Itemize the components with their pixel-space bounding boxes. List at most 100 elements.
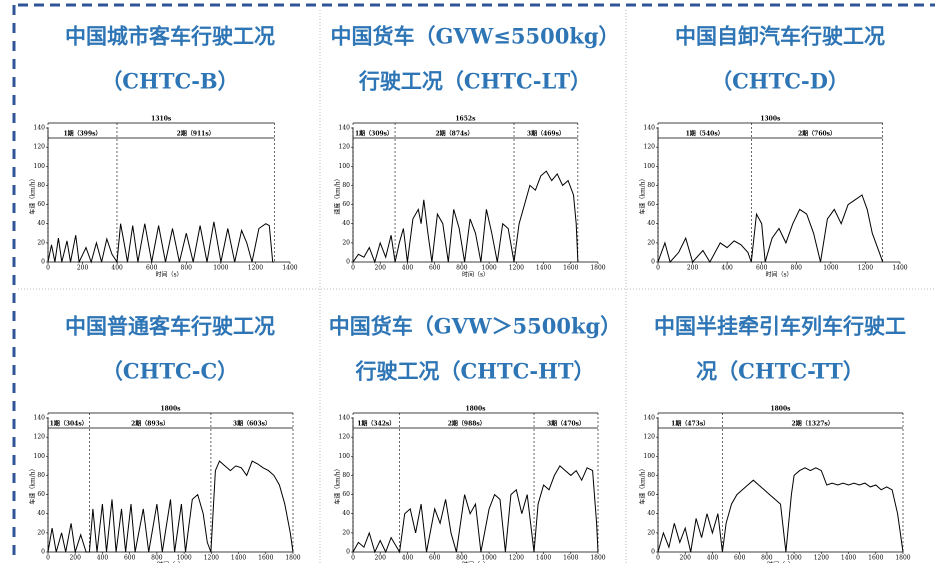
y-tick-label: 40	[37, 220, 45, 227]
phase-label: 3期（469s）	[527, 130, 565, 138]
x-tick-label: 600	[429, 265, 441, 272]
x-tick-label: 1200	[814, 555, 829, 562]
x-tick-label: 0	[46, 265, 50, 272]
x-tick-label: 600	[146, 265, 158, 272]
y-tick-label: 20	[342, 239, 350, 246]
x-tick-label: 1200	[248, 265, 263, 272]
x-tick-label: 200	[374, 555, 386, 562]
x-tick-label: 1400	[231, 555, 246, 562]
y-tick-label: 60	[647, 491, 655, 498]
x-tick-label: 1200	[858, 265, 873, 272]
x-tick-label: 400	[97, 555, 109, 562]
x-tick-label: 600	[429, 555, 441, 562]
y-tick-label: 120	[34, 144, 46, 151]
phase-label: 2期（893s）	[131, 420, 169, 428]
y-tick-label: 0	[41, 549, 45, 556]
y-tick-label: 40	[37, 510, 45, 517]
x-tick-label: 1200	[204, 555, 219, 562]
chart-title: 中国自卸汽车行驶工况	[675, 24, 885, 49]
x-tick-label: 600	[734, 555, 746, 562]
x-tick-label: 1400	[282, 265, 297, 272]
y-tick-label: 20	[37, 529, 45, 536]
x-tick-label: 400	[402, 555, 414, 562]
x-tick-label: 1600	[563, 555, 578, 562]
x-tick-label: 800	[456, 555, 468, 562]
y-tick-label: 80	[647, 182, 655, 189]
x-tick-label: 1000	[481, 555, 496, 562]
y-tick-label: 0	[41, 259, 45, 266]
duration-label: 1800s	[160, 406, 181, 413]
y-tick-label: 140	[644, 415, 656, 422]
y-axis-title: 车速（km/h）	[29, 175, 37, 214]
y-tick-label: 120	[644, 434, 656, 441]
y-tick-label: 120	[34, 434, 46, 441]
y-tick-label: 100	[339, 163, 351, 170]
x-tick-label: 0	[351, 265, 355, 272]
y-tick-label: 80	[37, 182, 45, 189]
x-tick-label: 1000	[213, 265, 228, 272]
x-tick-label: 600	[124, 555, 136, 562]
x-tick-label: 1800	[590, 555, 605, 562]
y-tick-label: 140	[339, 125, 351, 132]
x-tick-label: 400	[402, 265, 414, 272]
chart-title: 中国普通客车行驶工况	[65, 314, 275, 339]
y-tick-label: 40	[342, 220, 350, 227]
phase-label: 2期（1327s）	[792, 420, 834, 428]
y-tick-label: 40	[647, 220, 655, 227]
x-tick-label: 1000	[823, 265, 838, 272]
y-tick-label: 80	[342, 182, 350, 189]
x-tick-label: 1800	[285, 555, 300, 562]
phase-label: 2期（760s）	[798, 130, 836, 138]
speed-line	[47, 221, 275, 264]
x-tick-label: 400	[111, 265, 123, 272]
x-axis-title: 时间（s）	[155, 271, 182, 279]
chart-title: 行驶工况（CHTC-LT）	[358, 69, 591, 94]
x-tick-label: 0	[46, 555, 50, 562]
x-tick-label: 1600	[563, 265, 578, 272]
y-tick-label: 20	[647, 239, 655, 246]
phase-label: 1期（399s）	[63, 130, 101, 138]
phase-label: 1期（540s）	[686, 130, 724, 138]
y-tick-label: 100	[34, 453, 46, 460]
x-tick-label: 800	[791, 265, 803, 272]
chart-title: 中国货车（GVW≤5500kg）	[330, 24, 619, 49]
y-tick-label: 60	[342, 491, 350, 498]
y-axis-title: 车速（km/h）	[29, 465, 37, 504]
y-tick-label: 120	[339, 144, 351, 151]
x-tick-label: 1400	[892, 265, 907, 272]
y-tick-label: 100	[644, 453, 656, 460]
speed-line	[352, 170, 579, 264]
x-tick-label: 1000	[481, 265, 496, 272]
chart-title: 中国半挂牵引车列车行驶工	[654, 314, 906, 339]
y-tick-label: 40	[342, 510, 350, 517]
phase-label: 1期（309s）	[355, 130, 393, 138]
y-tick-label: 120	[339, 434, 351, 441]
x-tick-label: 800	[151, 555, 163, 562]
y-tick-label: 60	[647, 201, 655, 208]
x-tick-label: 1200	[509, 265, 524, 272]
x-tick-label: 0	[656, 265, 660, 272]
x-tick-label: 1000	[786, 555, 801, 562]
phase-label: 1期（342s）	[357, 420, 395, 428]
x-tick-label: 200	[69, 555, 81, 562]
y-tick-label: 140	[339, 415, 351, 422]
y-tick-label: 80	[342, 472, 350, 479]
x-tick-label: 1000	[176, 555, 191, 562]
x-tick-label: 400	[707, 555, 719, 562]
chart-title: 行驶工况（CHTC-HT）	[354, 359, 594, 384]
x-tick-label: 1600	[868, 555, 883, 562]
y-tick-label: 0	[651, 549, 655, 556]
y-tick-label: 60	[342, 201, 350, 208]
x-tick-label: 600	[756, 265, 768, 272]
x-tick-label: 200	[679, 555, 691, 562]
x-tick-label: 1400	[536, 265, 551, 272]
x-axis-title: 时间（s）	[462, 561, 489, 563]
x-tick-label: 0	[656, 555, 660, 562]
x-axis-title: 时间（s）	[765, 271, 792, 279]
y-tick-label: 100	[34, 163, 46, 170]
phase-label: 3期（603s）	[233, 420, 271, 428]
speed-line	[657, 467, 904, 553]
y-tick-label: 100	[339, 453, 351, 460]
y-tick-label: 60	[37, 491, 45, 498]
y-axis-title: 车速（km/h）	[639, 465, 647, 504]
